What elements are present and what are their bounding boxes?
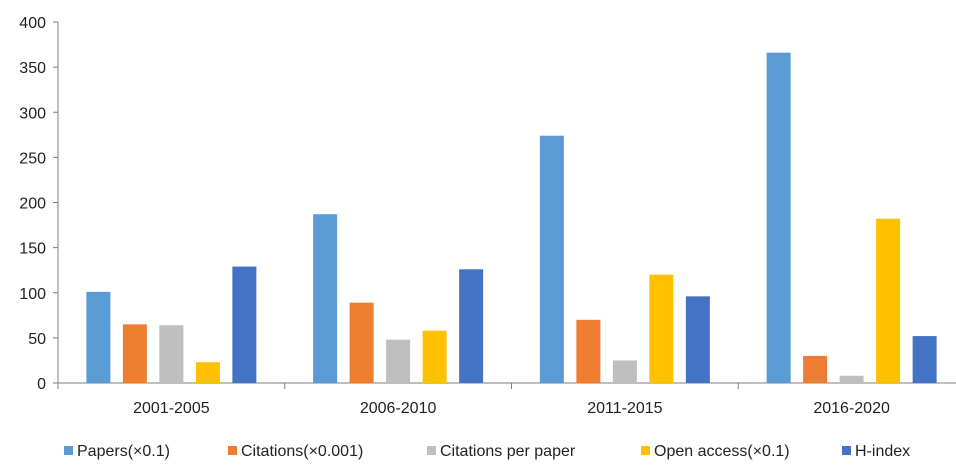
bars	[86, 52, 937, 384]
x-category-label: 2016-2020	[813, 400, 890, 417]
legend-swatch	[228, 446, 237, 455]
bar	[313, 214, 338, 383]
bar	[86, 291, 111, 383]
bar	[766, 52, 791, 384]
x-category-label: 2001-2005	[133, 400, 210, 417]
bar	[122, 324, 147, 383]
y-tick-label: 250	[19, 150, 46, 167]
y-tick-label: 0	[37, 376, 46, 393]
y-tick-label: 150	[19, 241, 46, 258]
legend-label: Citations(×0.001)	[241, 443, 363, 460]
legend-label: Citations per paper	[440, 443, 576, 460]
legend-label: Open access(×0.1)	[654, 443, 790, 460]
bar	[576, 319, 601, 383]
bar	[685, 296, 710, 383]
bar	[803, 355, 828, 383]
legend-swatch	[842, 446, 851, 455]
bar	[349, 302, 374, 383]
x-axis: 2001-2005 2006-2010 2011-2015 2016-2020	[57, 382, 956, 417]
legend-swatch	[427, 446, 436, 455]
y-axis: 0 50 100 150 200 250 300 350 400	[19, 15, 59, 393]
y-tick-label: 200	[19, 196, 46, 213]
bar	[912, 336, 937, 383]
bar	[876, 218, 901, 383]
legend-label: H-index	[855, 443, 910, 460]
y-tick-label: 50	[28, 331, 46, 348]
legend-label: Papers(×0.1)	[77, 443, 170, 460]
y-tick-label: 400	[19, 15, 46, 32]
bar	[422, 330, 447, 383]
bar	[539, 135, 564, 383]
y-tick-label: 100	[19, 286, 46, 303]
y-tick-label: 350	[19, 60, 46, 77]
bar	[839, 375, 864, 383]
legend: Papers(×0.1) Citations(×0.001) Citations p…	[64, 443, 910, 460]
bar	[459, 269, 484, 383]
bar	[232, 266, 257, 383]
x-category-label: 2006-2010	[360, 400, 437, 417]
x-category-label: 2011-2015	[587, 400, 662, 417]
bar	[386, 339, 411, 383]
bar	[159, 325, 184, 383]
legend-swatch	[64, 446, 73, 455]
y-tick-label: 300	[19, 105, 46, 122]
bar	[195, 362, 220, 383]
bar	[612, 360, 637, 383]
bar	[649, 274, 674, 383]
legend-swatch	[641, 446, 650, 455]
